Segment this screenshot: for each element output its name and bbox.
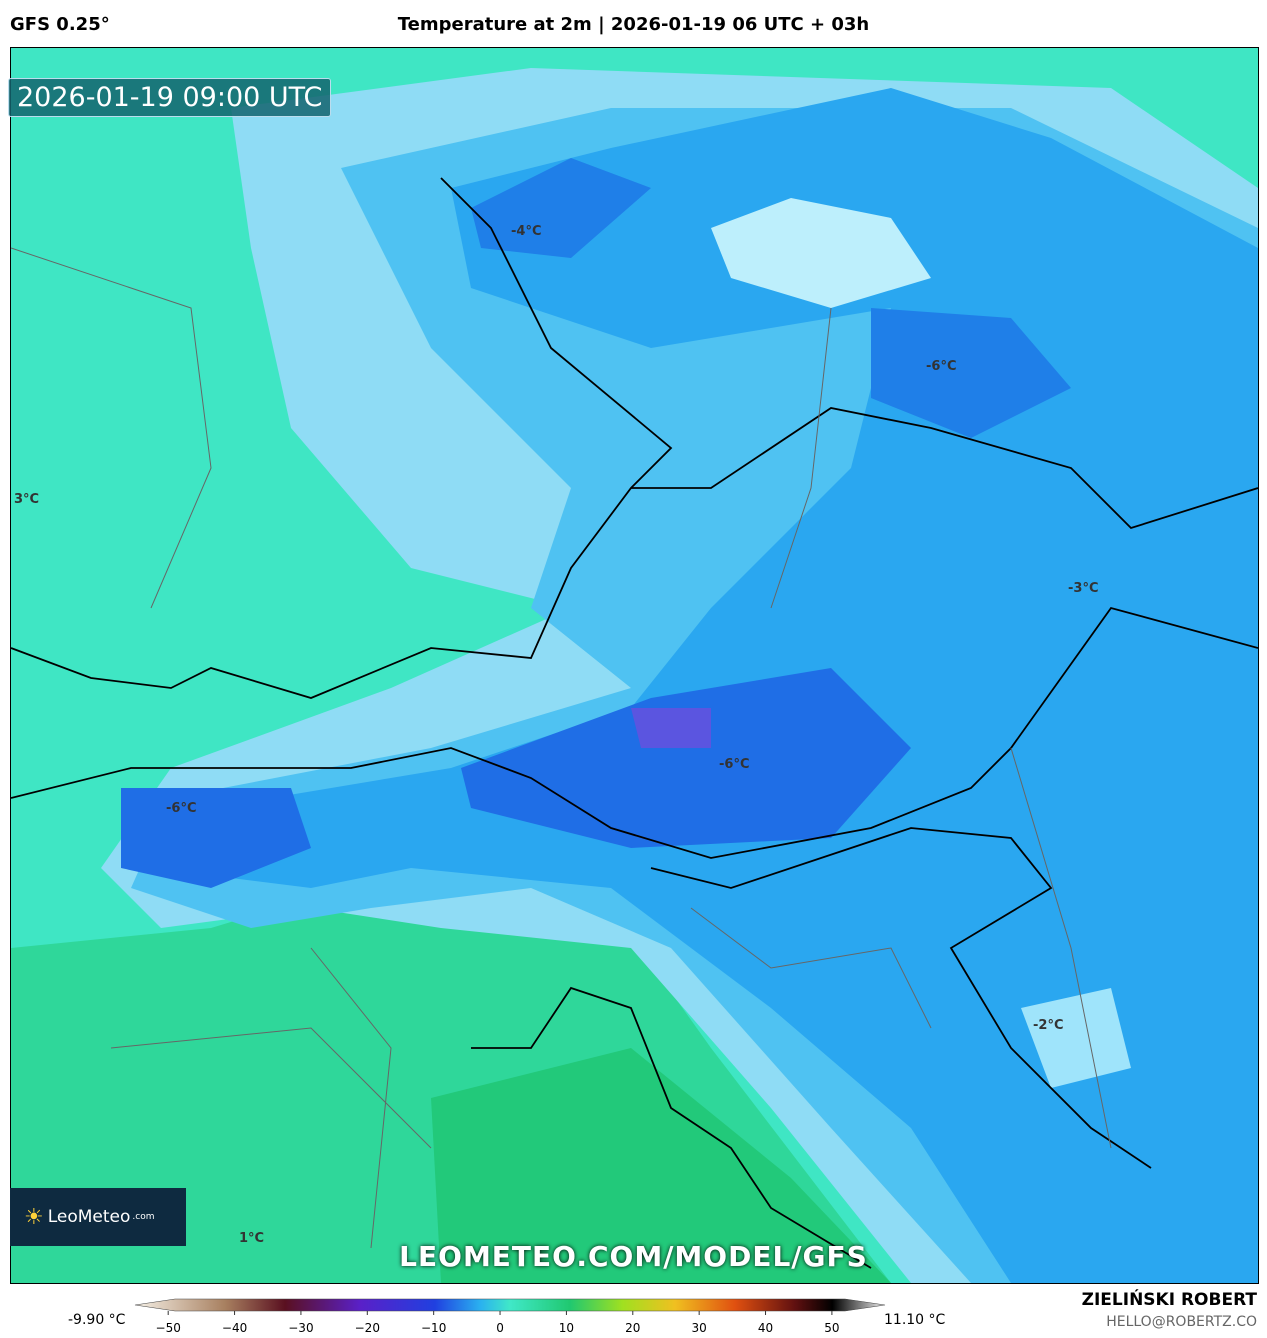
- colorbar-tick-label: −50: [156, 1321, 181, 1335]
- logo-brand: LeoMeteo: [47, 1207, 131, 1227]
- colorbar-tick-label: −40: [222, 1321, 247, 1335]
- colorbar-min: -9.90 °C: [68, 1312, 126, 1328]
- colorbar-tick-label: 30: [692, 1321, 707, 1335]
- map: -4°C -6°C 3°C -3°C -6°C -6°C -2°C 1°C: [10, 47, 1259, 1284]
- colorbar: −50 −40 −30 −20 −10 0 10 20 30 40 50: [134, 1298, 886, 1335]
- timestamp: 2026-01-19 09:00 UTC: [8, 78, 332, 117]
- contour-label: 1°C: [239, 1231, 265, 1246]
- author: ZIELIŃSKI ROBERT: [1081, 1290, 1257, 1310]
- contour-label: -6°C: [719, 757, 750, 772]
- email: HELLO@ROBERTZ.CO: [1106, 1314, 1257, 1330]
- colorbar-tick-label: −20: [355, 1321, 380, 1335]
- logo: ☀ LeoMeteo .com: [10, 1188, 186, 1246]
- colorbar-tick-label: 20: [625, 1321, 640, 1335]
- colorbar-ramp: [134, 1298, 886, 1312]
- model-name: GFS 0.25°: [10, 14, 110, 35]
- colorbar-tick-label: −10: [421, 1321, 446, 1335]
- contour-label: -6°C: [166, 801, 197, 816]
- logo-suffix: .com: [132, 1212, 155, 1222]
- colorbar-tick-label: 0: [496, 1321, 504, 1335]
- colorbar-tick-label: 10: [559, 1321, 574, 1335]
- colorbar-max: 11.10 °C: [884, 1312, 946, 1328]
- contour-label: -4°C: [511, 224, 542, 239]
- contour-label: -3°C: [1068, 581, 1099, 596]
- contour-label: -6°C: [926, 359, 957, 374]
- watermark: LEOMETEO.COM/MODEL/GFS: [399, 1240, 868, 1273]
- colorbar-tick-label: 50: [824, 1321, 839, 1335]
- map-title: Temperature at 2m | 2026-01-19 06 UTC + …: [397, 14, 870, 35]
- contour-label: -2°C: [1033, 1018, 1064, 1033]
- temperature-field: [11, 48, 1258, 1283]
- colorbar-tick-label: 40: [758, 1321, 773, 1335]
- colorbar-tick-label: −30: [288, 1321, 313, 1335]
- contour-label: 3°C: [14, 492, 40, 507]
